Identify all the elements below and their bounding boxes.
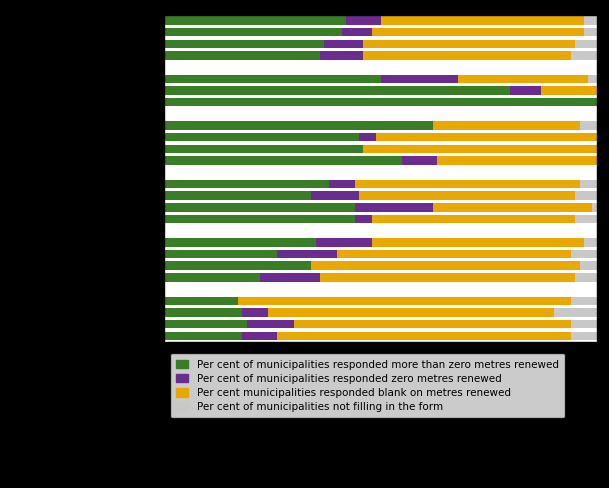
Bar [311,191,359,200]
Bar [575,215,597,223]
Bar [354,215,372,223]
Bar [164,51,320,60]
Bar [242,331,277,340]
Bar [325,40,364,48]
Bar [164,86,510,95]
Bar [376,133,597,142]
Bar [580,262,597,270]
Bar [575,273,597,282]
Bar [164,191,311,200]
Bar [571,320,597,328]
Bar [164,250,277,258]
Bar [164,16,346,25]
Bar [432,203,593,211]
Bar [571,331,597,340]
Bar [584,238,597,246]
Bar [277,331,571,340]
Bar [342,28,372,37]
Bar [259,273,320,282]
Bar [575,191,597,200]
Bar [593,203,597,211]
Bar [242,308,268,317]
Bar [359,133,376,142]
Bar [164,273,259,282]
Bar [164,215,354,223]
Bar [372,28,584,37]
Bar [588,75,597,83]
Bar [164,262,311,270]
Bar [164,238,315,246]
Bar [164,28,342,37]
Bar [294,320,571,328]
Bar [329,180,354,188]
Bar [164,156,402,165]
Bar [584,16,597,25]
Bar [346,16,381,25]
Bar [164,75,381,83]
Bar [247,320,294,328]
Bar [510,86,541,95]
Bar [402,156,437,165]
Bar [164,320,247,328]
Bar [580,180,597,188]
Bar [164,297,238,305]
Bar [311,262,580,270]
Legend: Per cent of municipalities responded more than zero metres renewed, Per cent of : Per cent of municipalities responded mor… [170,353,565,418]
Bar [164,40,325,48]
Bar [164,98,597,106]
Bar [364,51,571,60]
Bar [238,297,571,305]
Bar [554,308,597,317]
Bar [164,180,329,188]
Bar [277,250,337,258]
Bar [164,331,242,340]
Bar [337,250,571,258]
Bar [364,40,575,48]
Bar [315,238,372,246]
Bar [354,180,580,188]
Bar [320,273,575,282]
Bar [268,308,554,317]
Bar [571,250,597,258]
Bar [164,308,242,317]
Bar [372,238,584,246]
Bar [359,191,575,200]
Bar [381,16,584,25]
Bar [320,51,364,60]
Bar [571,51,597,60]
Bar [437,156,597,165]
Bar [164,133,359,142]
Bar [575,40,597,48]
Bar [432,122,580,130]
Bar [541,86,597,95]
Bar [354,203,432,211]
Bar [372,215,575,223]
Bar [164,145,364,153]
Bar [164,203,354,211]
Bar [164,122,432,130]
Bar [584,28,597,37]
Bar [580,122,597,130]
Bar [364,145,597,153]
Bar [381,75,459,83]
Bar [571,297,597,305]
Bar [459,75,588,83]
